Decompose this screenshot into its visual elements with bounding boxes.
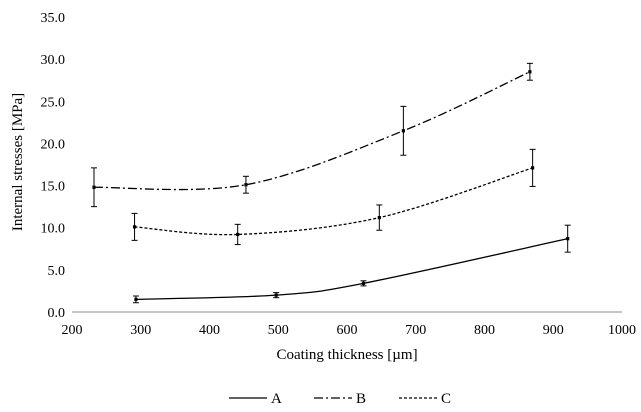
y-tick-label: 10.0 bbox=[41, 222, 66, 237]
data-point bbox=[377, 216, 381, 220]
data-point bbox=[236, 232, 240, 237]
data-point bbox=[531, 166, 535, 170]
data-point bbox=[132, 225, 137, 229]
y-tick-label: 35.0 bbox=[41, 11, 66, 26]
x-tick-label: 500 bbox=[268, 323, 289, 338]
series-line bbox=[134, 167, 533, 236]
data-point bbox=[92, 185, 96, 189]
data-point bbox=[401, 129, 405, 133]
y-tick-label: 25.0 bbox=[41, 95, 66, 110]
legend-label: C bbox=[441, 391, 451, 407]
series-C bbox=[131, 148, 536, 246]
y-tick-label: 15.0 bbox=[41, 180, 66, 195]
legend-item-A: A bbox=[229, 391, 282, 407]
y-tick-label: 0.0 bbox=[48, 306, 66, 321]
y-tick-label: 30.0 bbox=[41, 53, 66, 68]
legend-label: A bbox=[271, 391, 282, 407]
y-tick-label: 20.0 bbox=[41, 137, 66, 152]
y-tick-labels: 0.0 5.0 10.0 15.0 20.0 25.0 30.0 35.0 bbox=[41, 11, 66, 321]
data-point bbox=[528, 70, 532, 74]
x-tick-label: 400 bbox=[199, 323, 220, 338]
data-point bbox=[566, 237, 570, 241]
x-tick-label: 600 bbox=[337, 323, 358, 338]
x-tick-label: 1000 bbox=[608, 323, 636, 338]
legend: A B C bbox=[229, 391, 451, 407]
legend-label: B bbox=[356, 391, 366, 407]
legend-item-C: C bbox=[399, 391, 451, 407]
x-tick-label: 200 bbox=[62, 323, 83, 338]
x-tick-label: 700 bbox=[405, 323, 426, 338]
data-point bbox=[274, 293, 278, 297]
legend-item-B: B bbox=[314, 391, 366, 407]
y-tick-label: 5.0 bbox=[48, 264, 66, 279]
data-point bbox=[244, 183, 248, 187]
x-tick-labels: 200 300 400 500 600 700 800 900 1000 bbox=[62, 323, 637, 338]
x-axis-title: Coating thickness [µm] bbox=[276, 347, 417, 363]
data-point bbox=[134, 297, 138, 301]
series-B bbox=[91, 62, 533, 208]
data-point bbox=[361, 281, 366, 285]
series-layer bbox=[91, 62, 571, 304]
series-line bbox=[135, 238, 568, 301]
x-tick-label: 300 bbox=[130, 323, 151, 338]
x-tick-label: 900 bbox=[543, 323, 564, 338]
plot-area: 200 300 400 500 600 700 800 900 1000 0.0 5.0 10.0 1… bbox=[41, 11, 637, 338]
y-axis-title: Internal stresses [MPa] bbox=[10, 93, 26, 231]
series-line bbox=[93, 71, 531, 191]
series-A bbox=[132, 224, 571, 304]
x-tick-label: 800 bbox=[474, 323, 495, 338]
